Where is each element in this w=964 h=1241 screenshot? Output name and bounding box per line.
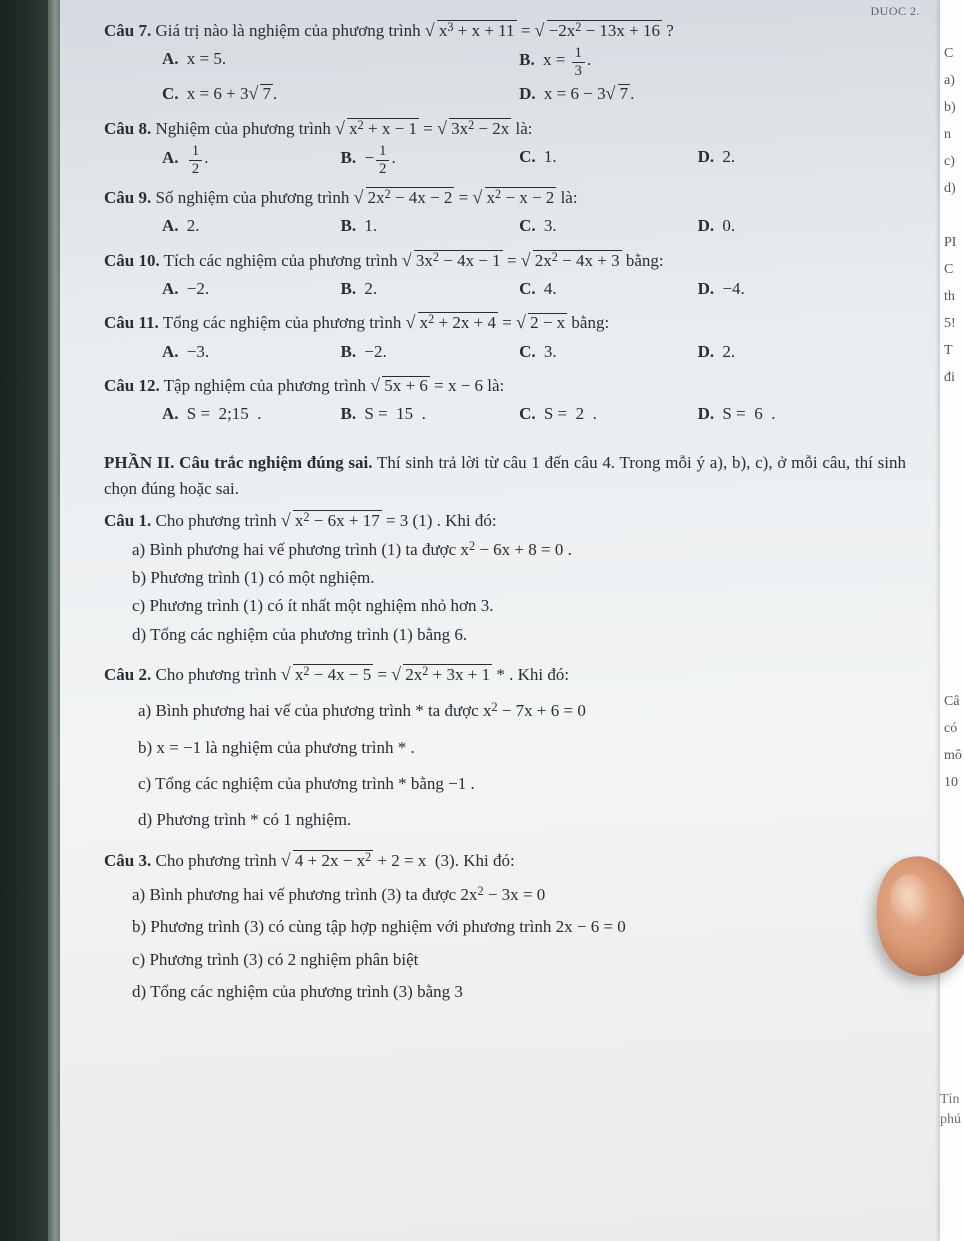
p2-q1-post: = 3 (1) . Khi đó: [386,511,497,530]
question-label: Câu 12. [104,376,160,395]
option-cau7-B[interactable]: B. x = 13. [519,46,876,79]
question-label: Câu 7. [104,21,151,40]
question-cau11: Câu 11. Tổng các nghiệm của phương trình… [104,310,906,336]
option-cau8-A[interactable]: A. 12. [162,144,341,177]
p2-q2-post: * . Khi đó: [496,665,569,684]
options-cau8: A. 12.B. −12.C. 1.D. 2. [162,144,906,179]
question-label: Câu 8. [104,119,151,138]
question-cau10: Câu 10. Tích các nghiệm của phương trình… [104,248,906,274]
option-cau11-C[interactable]: C. 3. [519,339,698,365]
next-page-sliver: Ca)b)nc)d)PICth5!TđiCâcómô10 [940,0,964,1241]
p2-q1-pre: Cho phương trình [155,511,280,530]
margin-text: Tín [940,1089,960,1111]
option-cau11-A[interactable]: A. −3. [162,339,341,365]
option-cau9-C[interactable]: C. 3. [519,213,698,239]
question-label: Câu 9. [104,188,151,207]
option-cau9-D[interactable]: D. 0. [698,213,877,239]
p2-q2-pre: Cho phương trình [155,665,280,684]
p2-q3-d: d) Tổng các nghiệm của phương trình (3) … [132,979,906,1005]
option-cau8-C[interactable]: C. 1. [519,144,698,177]
option-cau8-B[interactable]: B. −12. [341,144,520,177]
page-binding [48,0,60,1241]
options-cau12: A. S = 2;15 .B. S = 15 .C. S = 2 .D. S =… [162,401,906,429]
p2-q1-c: c) Phương trình (1) có ít nhất một nghiệ… [132,593,906,619]
p2-q2: Câu 2. Cho phương trình x2 − 4x − 5 = 2x… [104,662,906,688]
option-cau10-A[interactable]: A. −2. [162,276,341,302]
option-cau10-D[interactable]: D. −4. [698,276,877,302]
sqrt-icon: 2x2 + 3x + 1 [391,662,492,688]
sqrt-icon: x2 − 4x − 5 [281,662,373,688]
part2-heading: PHẦN II. Câu trắc nghiệm đúng sai. Thí s… [104,450,906,503]
option-cau12-C[interactable]: C. S = 2 . [519,401,698,427]
p2-q3-a: a) Bình phương hai vế phương trình (3) t… [132,882,906,908]
options-cau10: A. −2.B. 2.C. 4.D. −4. [162,276,906,304]
option-cau11-B[interactable]: B. −2. [341,339,520,365]
option-cau12-A[interactable]: A. S = 2;15 . [162,401,341,427]
p2-q1: Câu 1. Cho phương trình x2 − 6x + 17 = 3… [104,508,906,534]
question-label: Câu 11. [104,313,159,332]
p2-q1-a: a) Bình phương hai vế phương trình (1) t… [132,537,906,563]
option-cau8-D[interactable]: D. 2. [698,144,877,177]
p2-q1-label: Câu 1. [104,511,151,530]
exam-page: DUOC 2. Câu 7. Giá trị nào là nghiệm của… [60,0,940,1241]
margin-text: phú [940,1109,960,1131]
option-cau10-C[interactable]: C. 4. [519,276,698,302]
part2-title: PHẦN II. Câu trắc nghiệm đúng sai. [104,453,373,472]
sqrt-icon: x2 − 6x + 17 [281,508,382,534]
header-scrap: DUOC 2. [870,2,920,21]
question-cau9: Câu 9. Số nghiệm của phương trình 2x2 − … [104,185,906,211]
p2-q2-d: d) Phương trình * có 1 nghiệm. [138,807,906,833]
options-cau9: A. 2.B. 1.C. 3.D. 0. [162,213,906,241]
p2-q2-label: Câu 2. [104,665,151,684]
option-cau7-D[interactable]: D. x = 6 − 37. [519,81,876,107]
p2-q3-label: Câu 3. [104,851,151,870]
p2-q2-c: c) Tổng các nghiệm của phương trình * bằ… [138,771,906,797]
question-label: Câu 10. [104,251,160,270]
options-cau7: A. x = 5.B. x = 13.C. x = 6 + 37.D. x = … [162,46,906,109]
p2-q3-b: b) Phương trình (3) có cùng tập hợp nghi… [132,914,906,940]
p2-q1-b: b) Phương trình (1) có một nghiệm. [132,565,906,591]
option-cau7-C[interactable]: C. x = 6 + 37. [162,81,519,107]
p2-q3: Câu 3. Cho phương trình 4 + 2x − x2 + 2 … [104,848,906,874]
p2-q2-b: b) x = −1 là nghiệm của phương trình * . [138,735,906,761]
option-cau9-B[interactable]: B. 1. [341,213,520,239]
sqrt-icon: 4 + 2x − x2 [281,848,373,874]
options-cau11: A. −3.B. −2.C. 3.D. 2. [162,339,906,367]
p2-q3-c: c) Phương trình (3) có 2 nghiệm phân biệ… [132,947,906,973]
question-cau8: Câu 8. Nghiệm của phương trình x2 + x − … [104,116,906,142]
option-cau12-D[interactable]: D. S = 6 . [698,401,877,427]
p2-q1-d: d) Tổng các nghiệm của phương trình (1) … [132,622,906,648]
option-cau7-A[interactable]: A. x = 5. [162,46,519,79]
question-cau7: Câu 7. Giá trị nào là nghiệm của phương … [104,18,906,44]
p2-q3-post: + 2 = x (3). Khi đó: [377,851,514,870]
option-cau11-D[interactable]: D. 2. [698,339,877,365]
option-cau10-B[interactable]: B. 2. [341,276,520,302]
p2-q2-a: a) Bình phương hai vế của phương trình *… [138,698,906,724]
question-cau12: Câu 12. Tập nghiệm của phương trình 5x +… [104,373,906,399]
option-cau9-A[interactable]: A. 2. [162,213,341,239]
option-cau12-B[interactable]: B. S = 15 . [341,401,520,427]
p2-q3-pre: Cho phương trình [155,851,280,870]
